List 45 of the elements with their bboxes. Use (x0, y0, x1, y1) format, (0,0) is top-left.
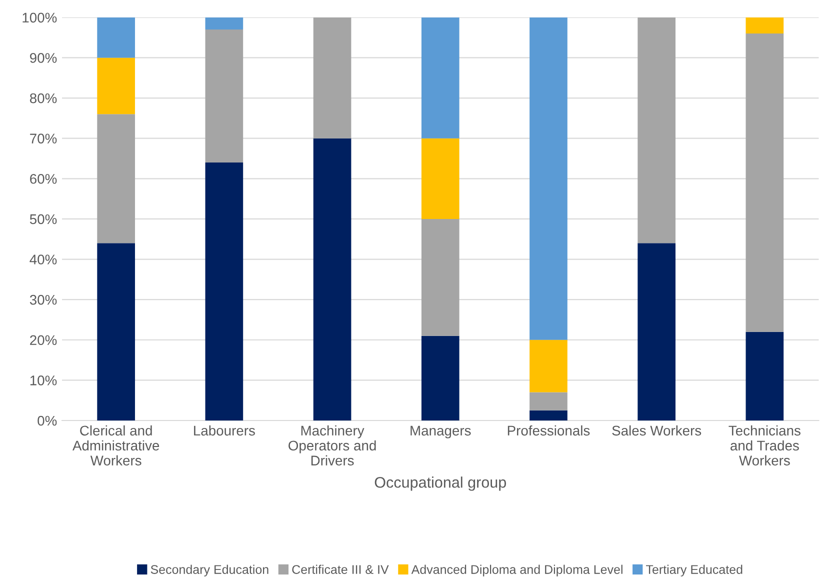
x-axis-title: Occupational group (374, 476, 506, 491)
bar (313, 17, 352, 138)
y-tick-label: 90% (30, 53, 57, 63)
bar (205, 29, 244, 163)
bar (530, 410, 568, 420)
bar (746, 17, 784, 34)
bar (746, 332, 784, 420)
legend-label: Advanced Diploma and Diploma Level (411, 564, 622, 576)
y-tick-label: 20% (30, 335, 57, 346)
x-tick-label: Labourers (194, 425, 255, 436)
x-tick-label: Machinery Operators and Drivers (288, 425, 376, 466)
bar (97, 114, 135, 244)
bar (421, 218, 460, 336)
y-tick-label: 10% (30, 376, 57, 386)
x-tick-label: Managers (410, 426, 471, 438)
legend-label: Secondary Education (150, 564, 268, 576)
bar (421, 138, 460, 219)
bar (746, 34, 784, 332)
x-tick-label: Clerical and Administrative Workers (72, 425, 160, 466)
y-tick-label: 0% (38, 416, 57, 426)
x-tick-label: Technicians and Trades Workers (728, 425, 800, 466)
bar (97, 243, 135, 420)
bar (97, 17, 135, 58)
bar (638, 243, 676, 420)
bar (421, 336, 460, 420)
bar (97, 58, 135, 114)
y-tick-label: 100% (22, 12, 57, 23)
y-tick-label: 30% (30, 294, 57, 305)
legend-label: Tertiary Educated (646, 564, 742, 576)
bar (638, 17, 676, 244)
bar (421, 17, 460, 138)
bar (530, 340, 568, 392)
y-tick-label: 50% (30, 214, 57, 224)
bar (530, 392, 568, 410)
y-tick-label: 40% (30, 254, 57, 264)
bar (205, 162, 244, 420)
y-tick-label: 70% (30, 134, 57, 144)
x-tick-label: Professionals (508, 425, 590, 436)
y-tick-label: 60% (30, 174, 57, 184)
bar (313, 138, 352, 420)
legend-label: Certificate III & IV (292, 564, 389, 574)
y-tick-label: 80% (30, 93, 57, 104)
bar (530, 17, 568, 340)
x-tick-label: Sales Workers (612, 425, 702, 436)
bar (205, 17, 244, 30)
